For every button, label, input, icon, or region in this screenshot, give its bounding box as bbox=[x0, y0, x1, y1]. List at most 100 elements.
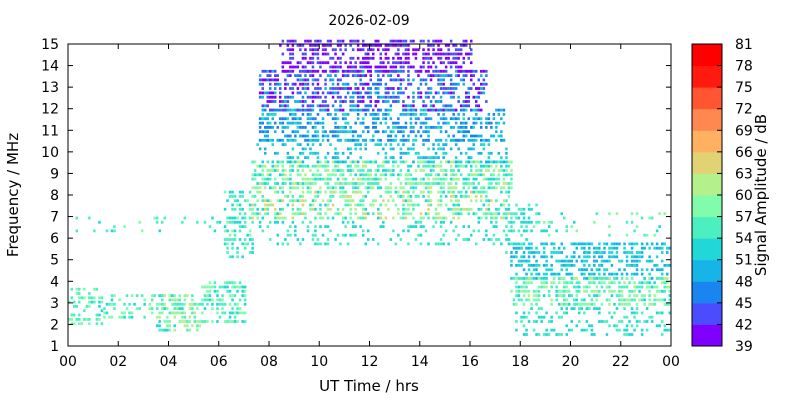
spectrogram-cell bbox=[467, 52, 470, 56]
spectrogram-cell bbox=[432, 52, 435, 56]
spectrogram-cell bbox=[530, 264, 533, 267]
spectrogram-cell bbox=[432, 156, 435, 159]
spectrogram-cell bbox=[198, 302, 202, 306]
spectrogram-cell bbox=[490, 199, 493, 203]
spectrogram-cell bbox=[351, 91, 355, 95]
spectrogram-cell bbox=[148, 302, 151, 306]
spectrogram-cell bbox=[470, 48, 473, 52]
spectrogram-cell bbox=[650, 285, 654, 289]
spectrogram-cell bbox=[424, 212, 428, 216]
spectrogram-cell bbox=[412, 182, 415, 185]
spectrogram-cell bbox=[640, 333, 644, 336]
spectrogram-cell bbox=[258, 190, 262, 194]
spectrogram-cell bbox=[402, 151, 405, 155]
spectrogram-cell bbox=[314, 121, 317, 125]
spectrogram-cell bbox=[88, 322, 91, 326]
spectrogram-cell bbox=[264, 203, 267, 207]
spectrogram-cell bbox=[289, 95, 292, 99]
spectrogram-cell bbox=[251, 242, 254, 246]
spectrogram-cell bbox=[477, 182, 480, 185]
spectrogram-cell bbox=[578, 242, 581, 246]
spectrogram-cell bbox=[349, 104, 352, 108]
spectrogram-cell bbox=[128, 302, 131, 306]
spectrogram-cell bbox=[336, 233, 340, 237]
spectrogram-cell bbox=[500, 186, 503, 190]
spectrogram-cell bbox=[429, 203, 433, 207]
spectrogram-cell bbox=[359, 74, 362, 77]
spectrogram-cell bbox=[274, 78, 277, 82]
spectrogram-cell bbox=[578, 268, 581, 272]
spectrogram-cell bbox=[289, 169, 292, 172]
spectrogram-cell bbox=[392, 44, 395, 47]
spectrogram-cell bbox=[399, 61, 403, 65]
spectrogram-cell bbox=[588, 264, 591, 267]
spectrogram-cell bbox=[414, 238, 418, 241]
spectrogram-cell bbox=[429, 169, 433, 172]
spectrogram-cell bbox=[437, 173, 440, 177]
spectrogram-cell bbox=[465, 164, 468, 168]
spectrogram-cell bbox=[565, 333, 568, 336]
spectrogram-cell bbox=[319, 108, 322, 112]
spectrogram-cell bbox=[316, 91, 320, 95]
spectrogram-cell bbox=[294, 199, 297, 203]
spectrogram-cell bbox=[434, 220, 438, 224]
spectrogram-cell bbox=[560, 242, 563, 246]
spectrogram-cell bbox=[364, 160, 367, 164]
spectrogram-cell bbox=[449, 126, 453, 129]
spectrogram-cell bbox=[465, 121, 468, 125]
spectrogram-cell bbox=[341, 117, 345, 121]
spectrogram-cell bbox=[457, 147, 460, 151]
spectrogram-cell bbox=[354, 147, 357, 151]
spectrogram-cell bbox=[583, 272, 586, 276]
spectrogram-cell bbox=[264, 126, 267, 129]
spectrogram-cell bbox=[291, 69, 295, 73]
spectrogram-cell bbox=[344, 182, 347, 185]
spectrogram-cell bbox=[261, 169, 264, 172]
spectrogram-cell bbox=[603, 259, 606, 263]
spectrogram-cell bbox=[550, 220, 553, 224]
spectrogram-cell bbox=[301, 186, 305, 190]
spectrogram-cell bbox=[311, 65, 315, 69]
spectrogram-cell bbox=[630, 220, 634, 224]
spectrogram-cell bbox=[341, 233, 345, 237]
spectrogram-cell bbox=[444, 160, 448, 164]
spectrogram-cell bbox=[457, 212, 460, 216]
spectrogram-cell bbox=[125, 307, 129, 310]
spectrogram-cell bbox=[517, 259, 521, 263]
spectrogram-cell bbox=[439, 147, 443, 151]
spectrogram-cell bbox=[311, 151, 315, 155]
spectrogram-cell bbox=[279, 82, 282, 86]
spectrogram-cell bbox=[269, 78, 272, 82]
spectrogram-cell bbox=[645, 233, 649, 237]
spectrogram-cell bbox=[344, 195, 347, 198]
spectrogram-cell bbox=[497, 151, 501, 155]
spectrogram-cell bbox=[397, 52, 400, 56]
spectrogram-cell bbox=[540, 315, 543, 319]
spectrogram-cell bbox=[331, 87, 335, 90]
spectrogram-cell bbox=[354, 212, 357, 216]
spectrogram-cell bbox=[442, 242, 445, 246]
spectrogram-cell bbox=[218, 302, 222, 306]
spectrogram-cell bbox=[633, 285, 636, 289]
spectrogram-cell bbox=[354, 203, 357, 207]
spectrogram-cell bbox=[326, 138, 330, 142]
spectrogram-cell bbox=[633, 259, 636, 263]
spectrogram-cell bbox=[583, 255, 586, 259]
spectrogram-cell bbox=[377, 82, 380, 86]
spectrogram-cell bbox=[477, 160, 480, 164]
spectrogram-cell bbox=[279, 104, 282, 108]
spectrogram-cell bbox=[301, 108, 305, 112]
spectrogram-cell bbox=[284, 216, 287, 220]
spectrogram-cell bbox=[633, 294, 636, 297]
spectrogram-cell bbox=[402, 91, 405, 95]
spectrogram-cell bbox=[271, 169, 274, 172]
spectrogram-cell bbox=[334, 52, 337, 56]
spectrogram-cell bbox=[480, 160, 483, 164]
spectrogram-cell bbox=[344, 216, 347, 220]
spectrogram-cell bbox=[635, 320, 639, 323]
spectrogram-cell bbox=[211, 285, 214, 289]
spectrogram-cell bbox=[354, 108, 357, 112]
spectrogram-cell bbox=[291, 138, 295, 142]
spectrogram-cell bbox=[407, 147, 410, 151]
spectrogram-cell bbox=[264, 212, 267, 216]
